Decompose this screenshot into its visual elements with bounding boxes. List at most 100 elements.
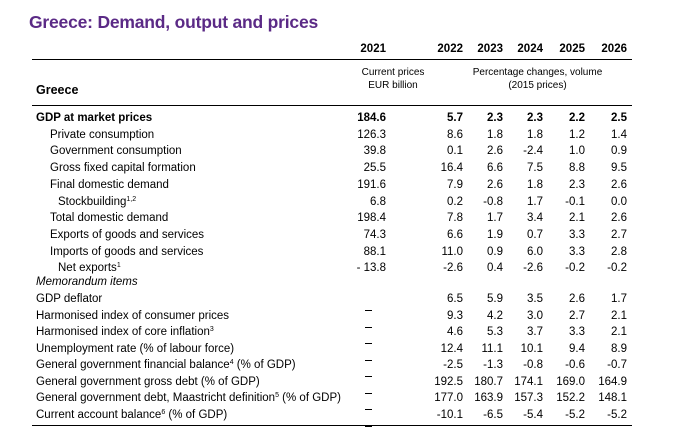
not-applicable-dash <box>346 302 386 314</box>
cell-value: 7.5 <box>527 162 543 175</box>
current-prices-label: Current prices EUR billion <box>353 66 433 92</box>
cell-value: 2.7 <box>569 309 585 322</box>
cell-value: -0.6 <box>565 359 585 371</box>
pct-changes-label: Percentage changes, volume (2015 prices) <box>455 66 620 92</box>
row-label: General government gross debt (% of GDP) <box>36 375 260 388</box>
cell-value: -2.5 <box>443 359 463 371</box>
row-label: Net exports1 <box>58 262 121 275</box>
cell-value: 88.1 <box>363 245 386 258</box>
cell-value: 3.4 <box>527 212 543 225</box>
cell-value: -0.2 <box>607 262 627 275</box>
cell-value: 2.6 <box>611 212 627 225</box>
cell-value: 2.1 <box>611 326 627 338</box>
cell-value: 4.6 <box>447 326 463 338</box>
memo-row: General government debt, Maastricht defi… <box>0 392 700 410</box>
row-label: Final domestic demand <box>50 178 169 191</box>
cell-value: 1.9 <box>487 228 503 241</box>
cell-value: 1.8 <box>487 128 503 141</box>
table-row: Final domestic demand 191.6 7.9 2.6 1.8 2.3 2.… <box>0 179 700 195</box>
cell-value: 4.2 <box>487 309 503 322</box>
cell-value: -2.4 <box>523 145 543 158</box>
year-header: 2021 <box>360 43 386 55</box>
cell-value: 1.8 <box>527 178 543 191</box>
memo-row: Current account balance6 (% of GDP) -10.1… <box>0 408 700 427</box>
header-rule <box>32 59 632 60</box>
cell-value: 11.0 <box>441 245 463 258</box>
cell-value: 2.5 <box>611 112 627 124</box>
cell-value: 164.9 <box>598 375 627 388</box>
cell-value: 2.8 <box>611 245 627 258</box>
pct-changes-line2: (2015 prices) <box>508 80 567 91</box>
cell-value: 2.6 <box>487 178 503 191</box>
cell-value: 1.2 <box>569 128 585 141</box>
cell-value: 10.1 <box>520 342 543 355</box>
cell-value: 2.3 <box>487 112 503 124</box>
cell-value: 8.8 <box>569 162 585 175</box>
footnote-marker: 1 <box>116 262 121 270</box>
cell-value: 2.1 <box>569 212 585 225</box>
memorandum-label: Memorandum items <box>36 276 138 288</box>
cell-value: -0.7 <box>607 359 627 371</box>
bottom-rule <box>32 425 632 426</box>
year-header: 2025 <box>559 43 585 55</box>
table-row: GDP at market prices 184.6 5.7 2.3 2.3 2.2 2.5 <box>0 112 700 128</box>
cell-value: 192.5 <box>434 375 463 388</box>
cell-value: 169.0 <box>556 375 585 388</box>
cell-value: 3.3 <box>569 228 585 241</box>
not-applicable-dash <box>346 319 386 331</box>
cell-value: -1.3 <box>483 359 503 371</box>
cell-value: 3.3 <box>569 326 585 338</box>
not-applicable-dash <box>346 401 386 413</box>
cell-value: 3.7 <box>527 326 543 338</box>
table-row: Net exports1 - 13.8 -2.6 0.4 -2.6 -0.2 -0.2 <box>0 262 700 278</box>
cell-value: 9.4 <box>569 342 585 355</box>
memo-row: GDP deflator 6.5 5.9 3.5 2.6 1.7 <box>0 293 700 311</box>
cell-value: 1.7 <box>487 212 503 225</box>
cell-value: -0.1 <box>565 195 585 208</box>
cell-value: 163.9 <box>474 392 503 404</box>
cell-value: 1.8 <box>527 128 543 141</box>
cell-value: -0.8 <box>523 359 543 371</box>
cell-value: 3.5 <box>527 293 543 305</box>
cell-value: 8.9 <box>611 342 627 355</box>
year-header: 2024 <box>517 43 543 55</box>
not-applicable-dash <box>346 418 386 430</box>
cell-value: 184.6 <box>357 112 386 124</box>
cell-value: 5.3 <box>487 326 503 338</box>
cell-value: 3.0 <box>527 309 543 322</box>
cell-value: 0.9 <box>487 245 503 258</box>
cell-value: -10.1 <box>436 408 463 421</box>
year-header: 2023 <box>477 43 503 55</box>
cell-value: 0.7 <box>527 228 543 241</box>
row-label: Harmonised index of consumer prices <box>36 309 230 322</box>
cell-value: -6.5 <box>483 408 503 421</box>
cell-value: 1.4 <box>611 128 627 141</box>
footnote-marker: 5 <box>275 392 279 399</box>
not-applicable-dash <box>346 352 386 364</box>
not-applicable-dash <box>346 335 386 347</box>
cell-value: -5.4 <box>523 408 543 421</box>
cell-value: 6.0 <box>527 245 543 258</box>
cell-value: 2.6 <box>569 293 585 305</box>
row-label: General government debt, Maastricht defi… <box>36 392 341 404</box>
cell-value: 191.6 <box>357 178 386 191</box>
footnote-marker: 6 <box>161 408 166 416</box>
footnote-marker: 1,2 <box>126 195 137 203</box>
cell-value: 8.6 <box>447 128 463 141</box>
table-row: Private consumption 126.3 8.6 1.8 1.8 1.2 1.4 <box>0 129 700 145</box>
cell-value: 180.7 <box>474 375 503 388</box>
cell-value: 74.3 <box>363 228 386 241</box>
footnote-marker: 3 <box>209 326 214 333</box>
cell-value: 198.4 <box>357 212 386 225</box>
cell-value: 2.7 <box>611 228 627 241</box>
row-label: Private consumption <box>50 128 155 141</box>
cell-value: 0.1 <box>447 145 463 158</box>
cell-value: 5.7 <box>447 112 463 124</box>
cell-value: 2.1 <box>611 309 627 322</box>
memo-row: Unemployment rate (% of labour force) 12.… <box>0 342 700 361</box>
footnote-marker: 4 <box>229 359 234 366</box>
cell-value: -5.2 <box>607 408 627 421</box>
cell-value: 0.0 <box>611 195 627 208</box>
not-applicable-dash <box>346 385 386 397</box>
cell-value: 16.4 <box>440 162 463 175</box>
